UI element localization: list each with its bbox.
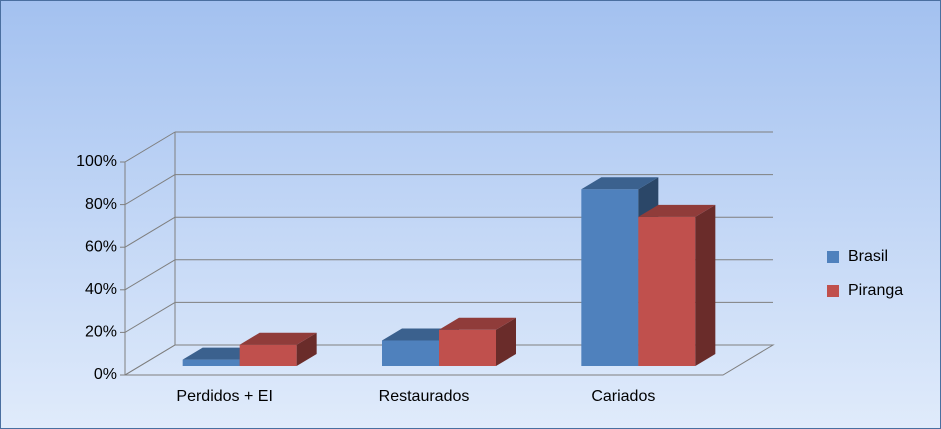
- bar-face: [496, 317, 516, 366]
- bar-face: [182, 359, 240, 366]
- x-tick-label: Perdidos + EI: [176, 388, 273, 405]
- bar-face: [239, 344, 297, 366]
- grid-line: [124, 259, 176, 291]
- bar-face: [581, 189, 639, 366]
- grid-line: [124, 216, 176, 248]
- grid-line: [124, 131, 176, 163]
- y-tick-label: 0%: [94, 366, 117, 383]
- bar-face: [439, 329, 496, 366]
- bar-face: [439, 317, 516, 330]
- bar-face: [581, 177, 659, 190]
- y-tick-label: 100%: [76, 153, 117, 170]
- bar-face: [382, 340, 439, 366]
- y-tick-label: 40%: [85, 281, 117, 298]
- y-tick-label: 20%: [85, 324, 117, 341]
- legend-swatch: [827, 285, 839, 297]
- legend-label: Piranga: [848, 282, 903, 299]
- x-tick-label: Cariados: [591, 388, 655, 405]
- grid-line: [124, 301, 176, 333]
- legend-label: Brasil: [848, 248, 888, 265]
- bar-face: [638, 216, 696, 366]
- legend-swatch: [827, 251, 839, 263]
- y-tick-label: 80%: [85, 196, 117, 213]
- grid-line: [124, 344, 176, 376]
- bar: [239, 332, 317, 366]
- bar-face: [638, 204, 716, 217]
- bar-face: [296, 332, 317, 366]
- x-tick-label: Restaurados: [379, 388, 470, 405]
- grid-line: [124, 174, 176, 206]
- bar: [638, 204, 716, 366]
- y-tick-label: 60%: [85, 238, 117, 255]
- bar: [439, 317, 516, 366]
- bar-face: [695, 204, 716, 366]
- bar-face: [239, 332, 317, 345]
